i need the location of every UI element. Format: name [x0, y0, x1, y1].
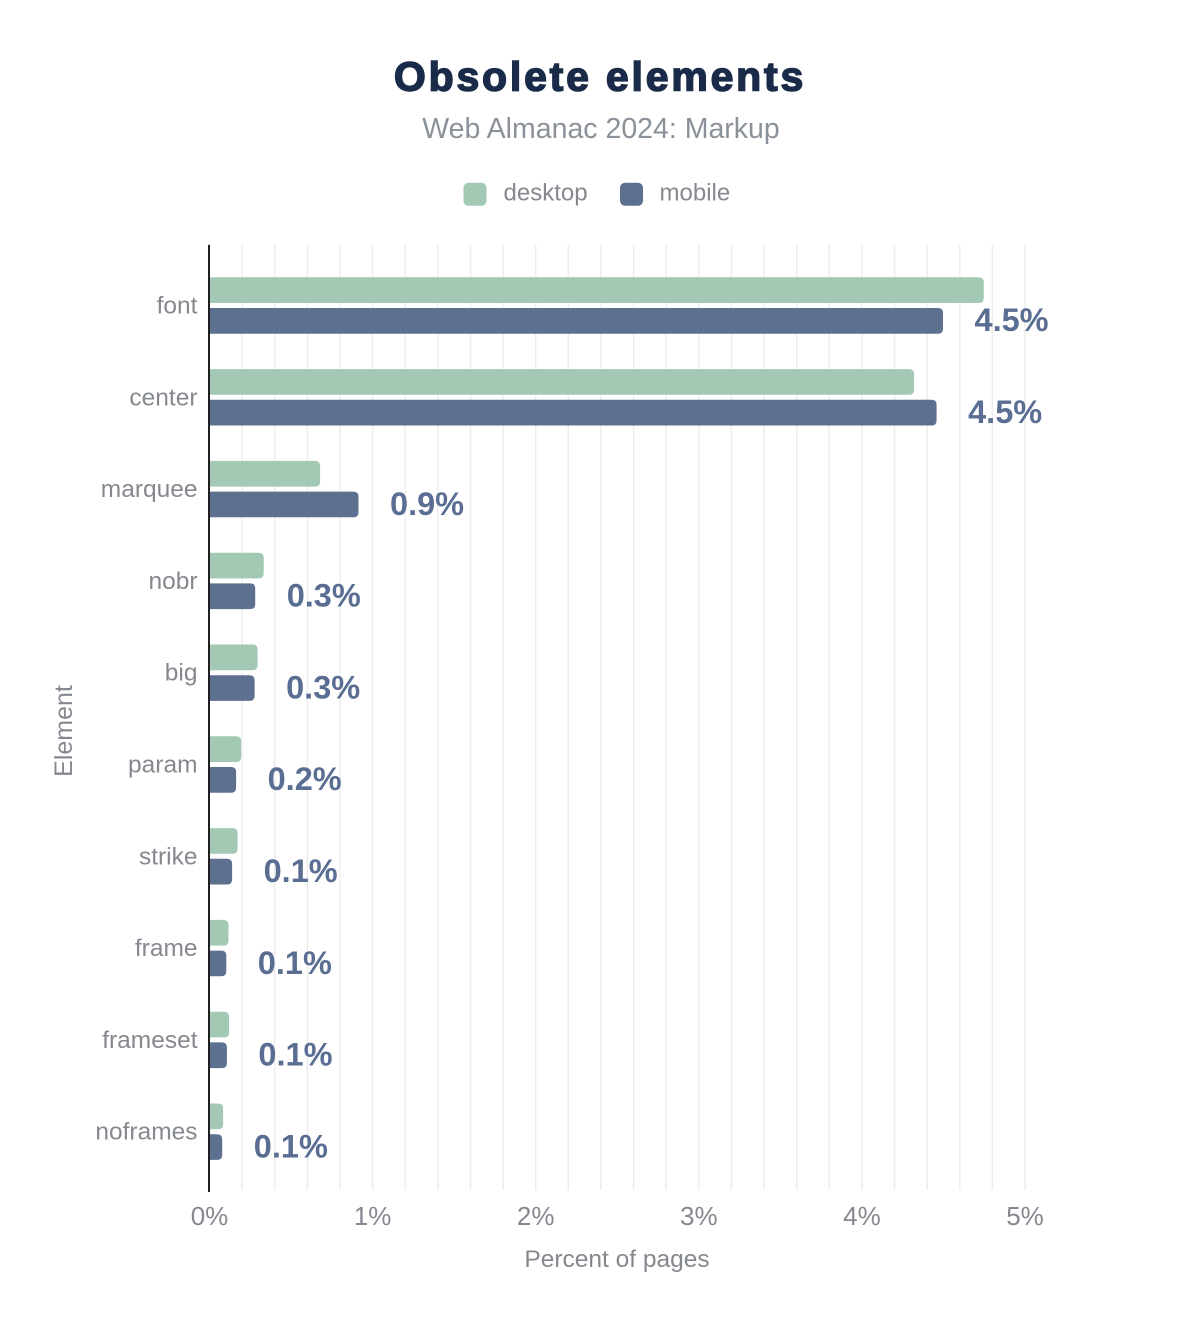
- svg-text:center: center: [129, 384, 197, 411]
- svg-text:Obsolete elements: Obsolete elements: [394, 54, 806, 100]
- svg-text:0.3%: 0.3%: [286, 669, 360, 705]
- svg-text:0.1%: 0.1%: [258, 945, 332, 981]
- svg-text:marquee: marquee: [101, 476, 198, 503]
- svg-text:Element: Element: [50, 685, 78, 777]
- svg-text:frameset: frameset: [102, 1027, 198, 1054]
- svg-text:0.1%: 0.1%: [258, 1037, 332, 1073]
- svg-text:1%: 1%: [354, 1201, 392, 1231]
- svg-text:nobr: nobr: [148, 568, 197, 595]
- svg-text:param: param: [128, 752, 197, 779]
- svg-text:Percent of pages: Percent of pages: [524, 1246, 709, 1273]
- svg-text:3%: 3%: [680, 1201, 718, 1231]
- svg-text:strike: strike: [139, 843, 198, 870]
- svg-text:frame: frame: [135, 935, 198, 962]
- svg-text:Web Almanac 2024: Markup: Web Almanac 2024: Markup: [422, 113, 780, 145]
- svg-text:4%: 4%: [843, 1201, 881, 1231]
- svg-text:2%: 2%: [517, 1201, 555, 1231]
- svg-text:0.1%: 0.1%: [264, 853, 338, 889]
- svg-text:mobile: mobile: [660, 180, 731, 207]
- svg-text:4.5%: 4.5%: [975, 302, 1049, 338]
- svg-text:0.9%: 0.9%: [390, 486, 464, 522]
- svg-text:desktop: desktop: [504, 180, 588, 207]
- svg-text:0%: 0%: [191, 1201, 229, 1231]
- svg-text:5%: 5%: [1006, 1201, 1044, 1231]
- svg-text:noframes: noframes: [95, 1119, 197, 1146]
- svg-text:0.3%: 0.3%: [287, 578, 361, 614]
- svg-text:0.2%: 0.2%: [268, 761, 342, 797]
- svg-text:big: big: [165, 660, 198, 687]
- svg-text:0.1%: 0.1%: [254, 1128, 328, 1164]
- svg-text:font: font: [157, 293, 198, 320]
- svg-text:4.5%: 4.5%: [968, 394, 1042, 430]
